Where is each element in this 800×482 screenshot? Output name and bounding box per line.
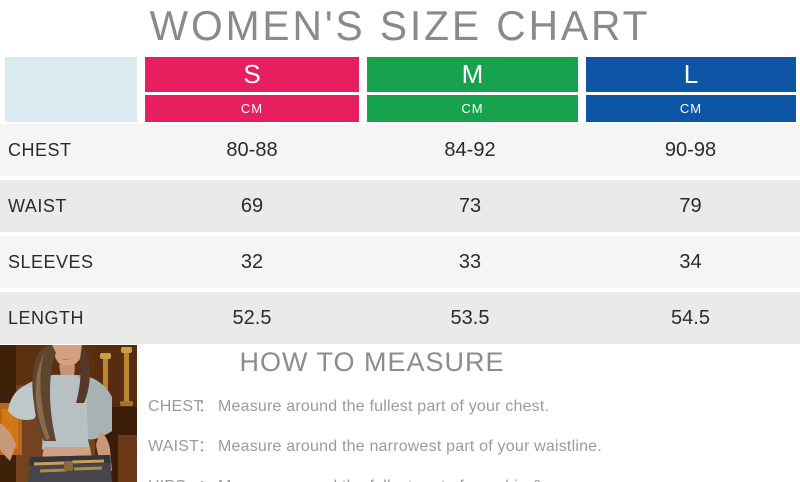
unit-cell-s: CM (145, 95, 359, 122)
how-to-measure-title: HOW TO MEASURE (239, 347, 505, 377)
cell-value: 34 (679, 250, 702, 273)
measure-text: Measure around the fullest part of your … (214, 478, 580, 482)
cell-value: 52.5 (232, 306, 272, 329)
size-table-body: CHEST 80-88 84-92 90-98 WAIST 69 73 79 S… (0, 124, 800, 348)
measure-colon: ： (198, 438, 215, 455)
table-row-waist: WAIST 69 73 79 (0, 180, 800, 232)
size-header-l: L (586, 57, 796, 92)
page-title: WOMEN'S SIZE CHART (149, 2, 651, 49)
table-row-length: LENGTH 52.5 53.5 54.5 (0, 292, 800, 344)
cell-value: 53.5 (450, 306, 490, 329)
table-row-sleeves: SLEEVES 32 33 34 (0, 236, 800, 288)
model-photo-illustration (0, 345, 137, 482)
measure-label: WAIST (148, 438, 200, 455)
cell-value: 54.5 (671, 306, 710, 329)
measure-colon: ： (198, 398, 215, 415)
row-label: WAIST (8, 195, 67, 216)
size-table-header: S M L CM CM CM (5, 57, 796, 122)
corner-cell (5, 57, 137, 122)
measure-line-waist: WAIST： Measure around the narrowest part … (137, 432, 607, 456)
measure-label: HIPS (148, 478, 198, 482)
unit-cell-l: CM (586, 95, 796, 122)
how-to-measure-section: HOW TO MEASURE CHEST： Measure around the … (137, 347, 607, 482)
measure-text: Measure around the fullest part of your … (218, 398, 550, 415)
row-label: CHEST (8, 139, 72, 160)
size-header-s: S (145, 57, 359, 92)
cell-value: 84-92 (444, 138, 496, 161)
measure-line-chest: CHEST： Measure around the fullest part of… (137, 392, 607, 416)
cell-value: 90-98 (664, 138, 717, 161)
measure-line-hips: HIPS：Measure around the fullest part of … (137, 472, 607, 482)
table-row-chest: CHEST 80-88 84-92 90-98 (0, 124, 800, 176)
cell-value: 80-88 (226, 138, 278, 161)
row-label: LENGTH (8, 307, 85, 328)
row-label: SLEEVES (8, 251, 94, 272)
model-photo (0, 345, 137, 482)
measure-label: CHEST (148, 398, 204, 415)
unit-cell-m: CM (367, 95, 578, 122)
cell-value: 69 (240, 194, 264, 217)
cell-value: 73 (458, 194, 482, 217)
measure-text: Measure around the narrowest part of you… (218, 438, 602, 455)
measure-colon: ： (198, 472, 214, 482)
size-header-m: M (367, 57, 578, 92)
cell-value: 79 (679, 194, 702, 217)
cell-value: 33 (458, 250, 482, 273)
cell-value: 32 (240, 250, 264, 273)
